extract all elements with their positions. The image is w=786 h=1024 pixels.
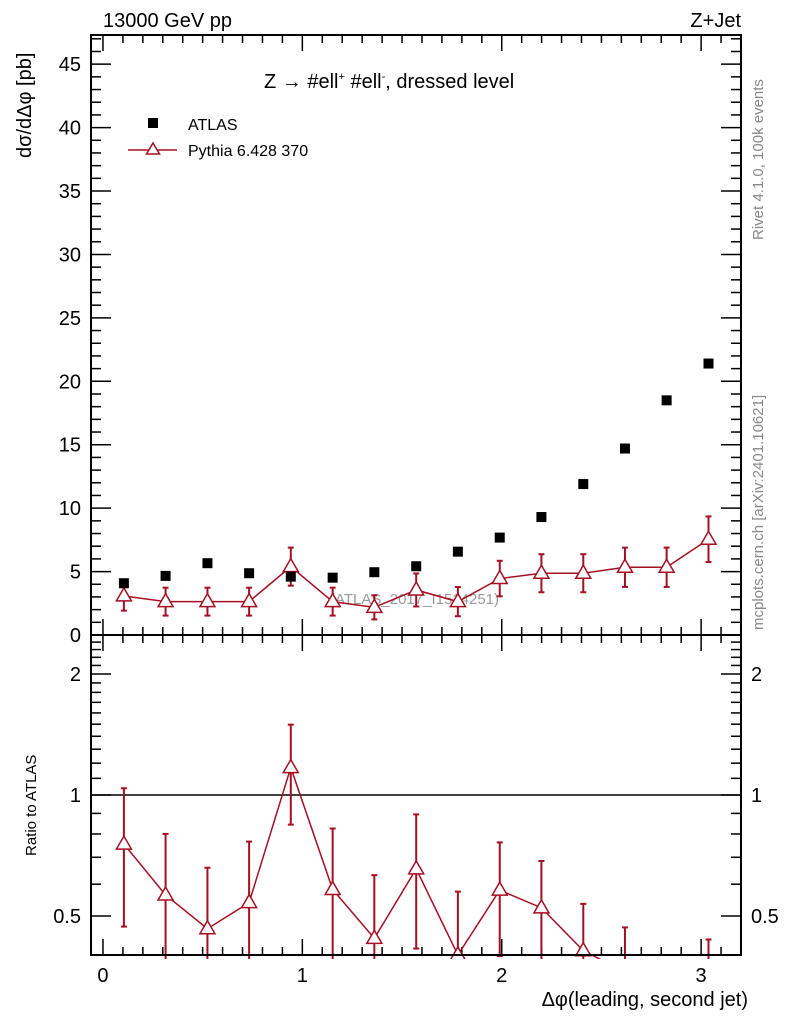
ratio-tick-label-right: 0.5 [751, 906, 779, 928]
atlas-point [118, 578, 129, 589]
x-tick-label: 1 [297, 965, 308, 987]
mc-point [616, 557, 634, 574]
header-left: 13000 GeV pp [103, 10, 232, 32]
ratio-axis-ticks: 0 1 2 3 0.5 0.5 1 1 2 2 [53, 634, 779, 987]
main-data-marks [115, 358, 718, 621]
ratio-point [281, 758, 300, 774]
y-tick-label: 10 [59, 498, 81, 520]
atlas-point [411, 561, 422, 572]
side-text-bottom: mcplots.cern.ch [arXiv:2401.10621] [750, 395, 767, 630]
side-text-top: Rivet 4.1.0, 100k events [750, 79, 767, 240]
mc-point [490, 569, 509, 585]
mc-point [365, 597, 384, 614]
y-tick-label: 15 [59, 435, 81, 457]
atlas-point [703, 358, 714, 369]
ratio-point [365, 928, 384, 945]
main-axis-ticks: 0 5 10 15 20 25 30 35 40 45 [59, 35, 741, 647]
ratio-tick-label: 0.5 [53, 906, 81, 928]
ratio-point [156, 885, 175, 901]
ratio-point [532, 898, 551, 914]
mc-point [699, 529, 718, 545]
legend-mc-label: Pythia 6.428 370 [188, 143, 308, 160]
mc-point [198, 592, 217, 608]
y-tick-label: 25 [59, 308, 81, 330]
mc-point [281, 557, 300, 573]
atlas-point [619, 443, 630, 454]
ratio-tick-label-right: 1 [751, 785, 762, 807]
ratio-tick-label: 1 [70, 785, 81, 807]
y-tick-label: 35 [59, 181, 81, 203]
atlas-point [578, 479, 589, 490]
x-axis-label: Δφ(leading, second jet) [542, 989, 748, 1011]
header-right: Z+Jet [690, 10, 741, 32]
ratio-ylabel: Ratio to ATLAS [23, 755, 40, 856]
main-ylabel: dσ/dΔφ [pb] [14, 53, 36, 158]
ratio-tick-label-right: 2 [751, 664, 762, 686]
y-tick-label: 45 [59, 54, 81, 76]
atlas-point [369, 567, 380, 578]
ratio-point [407, 859, 425, 875]
mc-point [156, 592, 175, 608]
y-tick-label: 5 [70, 562, 81, 584]
ratio-point [198, 919, 217, 935]
legend-mc-marker [145, 141, 161, 155]
mc-point [323, 592, 342, 608]
y-tick-label: 0 [70, 625, 81, 647]
legend-atlas-marker [148, 118, 158, 128]
y-tick-label: 20 [59, 371, 81, 393]
ratio-point [323, 880, 342, 896]
mc-point [449, 592, 467, 608]
atlas-point [160, 570, 171, 581]
atlas-point [494, 532, 505, 543]
ratio-data-marks [115, 723, 712, 959]
legend-atlas-label: ATLAS [188, 117, 238, 134]
atlas-point [536, 512, 547, 523]
atlas-point [452, 546, 463, 557]
x-tick-label: 2 [496, 965, 507, 987]
legend: ATLAS Pythia 6.428 370 [128, 117, 308, 160]
main-title: Z → #ell+ #ell-, dressed level [264, 71, 514, 93]
mc-point [657, 557, 676, 574]
mc-point [532, 563, 551, 579]
atlas-point [244, 568, 255, 579]
ratio-point [450, 945, 466, 959]
ratio-frame [90, 634, 742, 956]
ratio-point [240, 893, 258, 909]
mc-point [574, 563, 593, 579]
mc-point [240, 592, 258, 608]
atlas-point [202, 558, 213, 569]
y-tick-label: 40 [59, 118, 81, 140]
mc-point [115, 586, 133, 602]
ratio-tick-label: 2 [70, 664, 81, 686]
atlas-point [327, 572, 338, 583]
x-tick-label: 0 [97, 965, 108, 987]
ratio-point [490, 880, 509, 896]
ratio-point [115, 834, 133, 850]
mc-point [407, 580, 425, 596]
atlas-point [661, 395, 672, 406]
atlas-point [285, 571, 296, 582]
x-tick-label: 3 [696, 965, 707, 987]
y-tick-label: 30 [59, 244, 81, 266]
